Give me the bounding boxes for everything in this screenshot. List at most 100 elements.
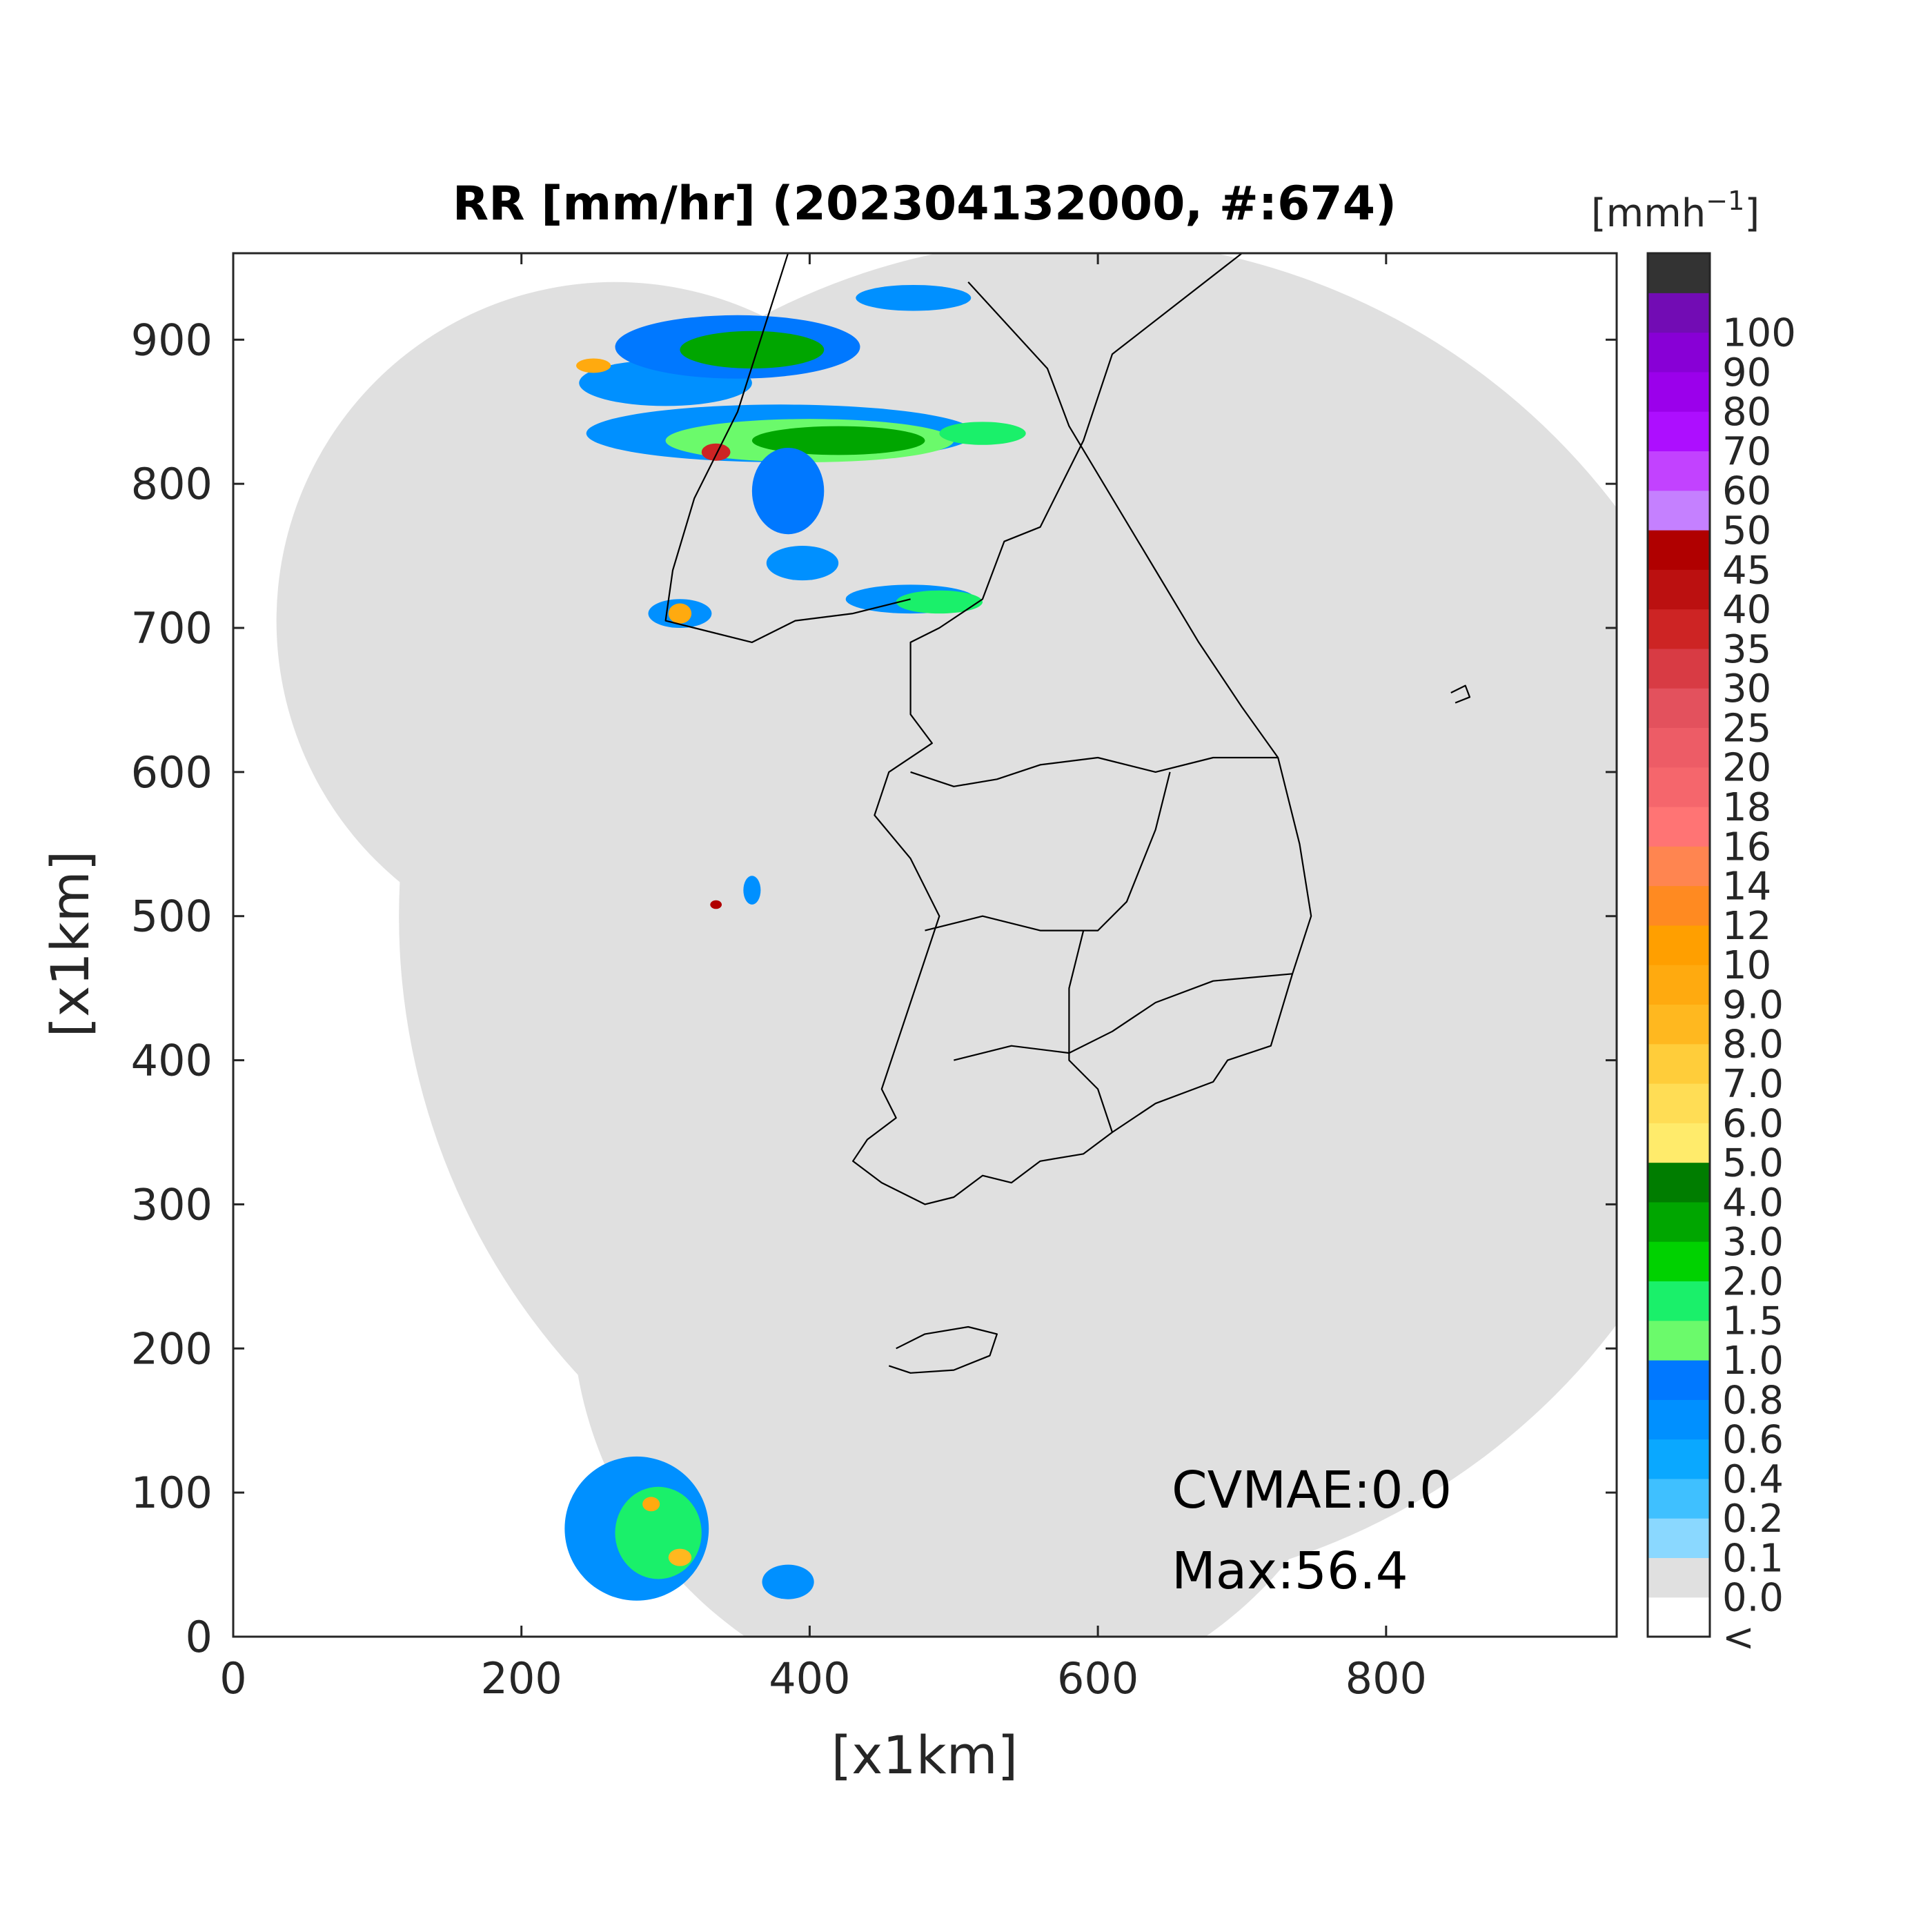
colorbar-label-23: 25 <box>1722 706 1771 751</box>
colorbar-cell-5 <box>1648 1399 1710 1440</box>
colorbar-cell-28 <box>1648 490 1710 531</box>
boundary-border-inner-4 <box>1068 930 1114 1133</box>
precip-echo-22 <box>762 1564 814 1599</box>
colorbar-cell-12 <box>1648 1123 1710 1163</box>
colorbar-unit-main: [mmh <box>1591 191 1706 236</box>
colorbar: <0.00.10.20.40.60.81.01.52.03.04.05.06.0… <box>1591 186 1796 1660</box>
x-tick-label-400: 400 <box>769 1653 850 1704</box>
boundary-coastline-west <box>851 253 1312 1205</box>
colorbar-label-4: 0.4 <box>1722 1457 1784 1502</box>
colorbar-cell-33 <box>1648 293 1710 333</box>
x-tick-label-200: 200 <box>481 1653 562 1704</box>
precipitation-layer <box>564 284 1026 1601</box>
colorbar-cell-11 <box>1648 1162 1710 1203</box>
boundary-border-inner-3 <box>954 973 1293 1061</box>
colorbar-cell-4 <box>1648 1439 1710 1479</box>
colorbar-cell-14 <box>1648 1043 1710 1084</box>
colorbar-label-29: 60 <box>1722 469 1771 514</box>
colorbar-label-6: 0.8 <box>1722 1378 1784 1423</box>
colorbar-unit: [mmh−1] <box>1591 186 1759 236</box>
x-axis: 0 200 400 600 800 <box>219 253 1427 1704</box>
colorbar-label-19: 14 <box>1722 865 1771 909</box>
colorbar-label-2: 0.1 <box>1722 1536 1784 1581</box>
colorbar-cell-6 <box>1648 1360 1710 1400</box>
colorbar-label-22: 20 <box>1722 746 1771 791</box>
precip-echo-3 <box>576 358 611 373</box>
precip-echo-9 <box>939 422 1026 445</box>
colorbar-label-8: 1.5 <box>1722 1299 1784 1344</box>
colorbar-cell-18 <box>1648 885 1710 926</box>
colorbar-label-26: 40 <box>1722 588 1771 633</box>
colorbar-cell-13 <box>1648 1083 1710 1123</box>
y-axis: 0 100 200 300 400 500 600 700 800 900 <box>131 315 1617 1662</box>
x-tick-label-0: 0 <box>219 1653 246 1704</box>
colorbar-cell-27 <box>1648 530 1710 570</box>
colorbar-unit-exponent: −1 <box>1706 186 1744 216</box>
colorbar-cell-0 <box>1648 1597 1710 1637</box>
colorbar-label-3: 0.2 <box>1722 1497 1784 1541</box>
colorbar-cell-17 <box>1648 925 1710 965</box>
colorbar-cell-29 <box>1648 451 1710 491</box>
colorbar-label-32: 90 <box>1722 351 1771 395</box>
y-tick-label-100: 100 <box>131 1468 213 1518</box>
colorbar-cell-22 <box>1648 727 1710 768</box>
colorbar-label-16: 9.0 <box>1722 983 1784 1027</box>
precip-echo-21 <box>668 1548 692 1566</box>
x-tick-label-600: 600 <box>1057 1653 1138 1704</box>
colorbar-cell-3 <box>1648 1478 1710 1519</box>
colorbar-label-33: 100 <box>1722 311 1796 356</box>
y-tick-label-500: 500 <box>131 891 213 942</box>
coverage-circle-3 <box>636 786 1386 1536</box>
colorbar-cell-8 <box>1648 1281 1710 1321</box>
colorbar-cell-9 <box>1648 1241 1710 1282</box>
colorbar-cell-10 <box>1648 1201 1710 1242</box>
y-tick-label-200: 200 <box>131 1323 213 1374</box>
x-tick-label-800: 800 <box>1346 1653 1427 1704</box>
colorbar-cell-21 <box>1648 767 1710 807</box>
boundary-lines <box>664 253 1471 1374</box>
precip-echo-20 <box>642 1497 660 1512</box>
y-tick-label-700: 700 <box>131 603 213 653</box>
colorbar-cells <box>1648 253 1710 1637</box>
colorbar-cell-26 <box>1648 569 1710 610</box>
boundary-ulleung-island <box>1450 684 1471 704</box>
colorbar-unit-close: ] <box>1744 191 1759 236</box>
colorbar-label-31: 80 <box>1722 390 1771 435</box>
max-annotation: Max:56.4 <box>1172 1541 1408 1601</box>
y-tick-label-600: 600 <box>131 747 213 798</box>
colorbar-label-9: 2.0 <box>1722 1259 1784 1304</box>
plot-frame <box>232 252 1618 1638</box>
colorbar-label-15: 8.0 <box>1722 1023 1784 1067</box>
colorbar-label-18: 12 <box>1722 904 1771 949</box>
chart-title: RR [mm/hr] (202304132000, #:674) <box>453 177 1397 231</box>
colorbar-label-10: 3.0 <box>1722 1220 1784 1265</box>
colorbar-cell-24 <box>1648 648 1710 689</box>
y-tick-label-300: 300 <box>131 1179 213 1230</box>
y-tick-label-0: 0 <box>186 1612 213 1662</box>
precip-echo-7 <box>751 426 925 455</box>
colorbar-cell-16 <box>1648 965 1710 1005</box>
colorbar-cell-2 <box>1648 1518 1710 1559</box>
colorbar-cell-34 <box>1648 253 1710 293</box>
precip-echo-11 <box>766 545 839 581</box>
y-axis-label: [x1km] <box>39 851 101 1038</box>
colorbar-label-30: 70 <box>1722 429 1771 474</box>
precip-echo-8 <box>701 443 731 461</box>
colorbar-label-0: < <box>1722 1615 1755 1660</box>
colorbar-label-20: 16 <box>1722 825 1771 869</box>
colorbar-cell-1 <box>1648 1557 1710 1598</box>
colorbar-label-5: 0.6 <box>1722 1418 1784 1463</box>
colorbar-frame <box>1646 252 1711 1638</box>
colorbar-label-1: 0.0 <box>1722 1576 1784 1621</box>
colorbar-label-28: 50 <box>1722 509 1771 553</box>
colorbar-label-11: 4.0 <box>1722 1181 1784 1225</box>
radar-coverage-area <box>276 253 1617 1637</box>
precip-echo-13 <box>896 590 983 614</box>
boundary-coastline-north-west <box>664 253 911 644</box>
plot-area: 0 200 400 600 800 0 100 200 300 400 500 600 700 800 9… <box>131 252 1618 1704</box>
colorbar-label-27: 45 <box>1722 548 1771 593</box>
colorbar-label-14: 7.0 <box>1722 1062 1784 1107</box>
precip-echo-16 <box>743 876 761 905</box>
boundary-jeju-island <box>888 1325 998 1374</box>
